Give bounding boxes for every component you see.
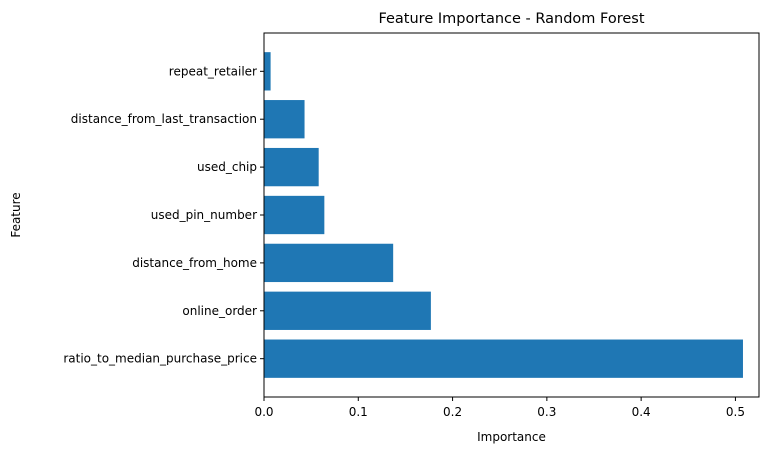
y-axis-label: Feature [9, 192, 23, 237]
x-tick-label: 0.4 [632, 405, 651, 419]
plot-frame [263, 32, 760, 398]
x-tick-label: 0.2 [443, 405, 462, 419]
bar-used_pin_number [264, 195, 325, 235]
bar-repeat_retailer [264, 52, 271, 91]
y-tick-label: distance_from_home [132, 256, 257, 270]
x-tick-label: 0.3 [537, 405, 556, 419]
y-ticks-group: ratio_to_median_purchase_price online_ord… [63, 64, 264, 366]
bar-ratio_to_median_purchase_price [264, 339, 743, 378]
y-tick-label: distance_from_last_transaction [71, 112, 257, 126]
y-tick-label: ratio_to_median_purchase_price [63, 352, 257, 366]
x-tick-label: 0.0 [254, 405, 273, 419]
y-tick-label: repeat_retailer [169, 64, 257, 78]
bars-group [264, 52, 743, 378]
chart-title: Feature Importance - Random Forest [378, 11, 644, 27]
x-axis-label: Importance [477, 430, 546, 444]
y-tick-label: used_chip [197, 160, 257, 174]
x-tick-label: 0.5 [726, 405, 745, 419]
bar-distance_from_last_transaction [264, 100, 305, 139]
bar-online_order [264, 291, 431, 330]
x-ticks-group: 0.0 0.1 0.2 0.3 0.4 0.5 [254, 397, 745, 419]
x-tick-label: 0.1 [349, 405, 368, 419]
y-tick-label: online_order [182, 304, 257, 318]
bar-used_chip [264, 147, 319, 187]
y-tick-label: used_pin_number [151, 208, 257, 222]
bar-distance_from_home [264, 243, 394, 283]
